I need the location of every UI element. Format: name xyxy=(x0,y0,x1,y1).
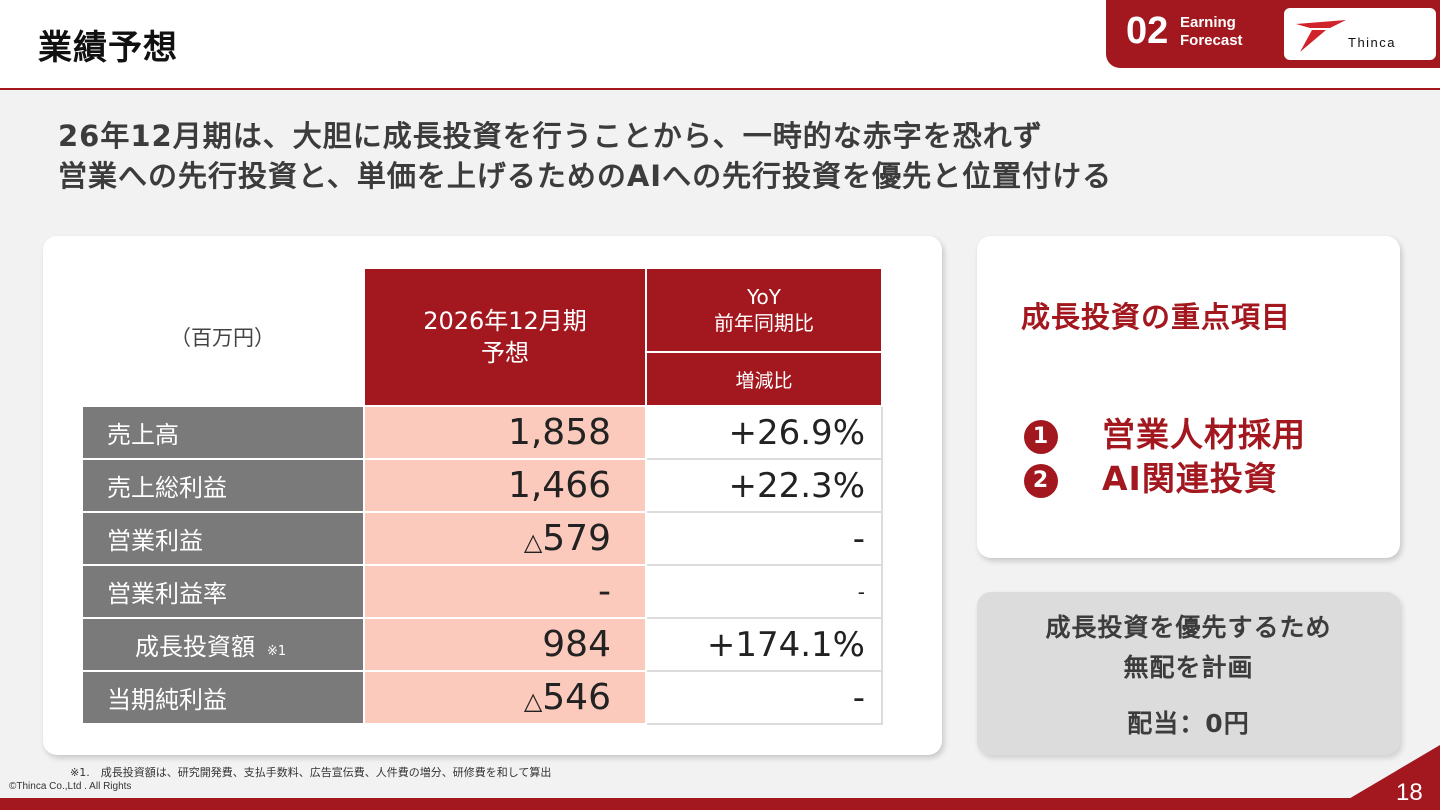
number-circle-icon: 2 xyxy=(1024,463,1058,498)
header-yoy-line2: 前年同期比 xyxy=(714,311,814,335)
value-number: 984 xyxy=(542,624,611,665)
footnote: ※1. 成長投資額は、研究開発費、支払手数料、広告宣伝費、人件費の増分、研修費を… xyxy=(70,766,552,779)
dividend-line2: 無配を計画 xyxy=(1123,653,1254,682)
header-forecast-line2: 予想 xyxy=(481,339,529,367)
headline-line2: 営業への先行投資と、単価を上げるためのAIへの先行投資を優先と位置付ける xyxy=(58,159,1113,193)
dividend-card xyxy=(977,592,1400,755)
logo-swoosh-icon xyxy=(1296,20,1346,52)
row-yoy: - xyxy=(645,670,883,725)
row-value: - xyxy=(363,564,647,619)
unit-label: （百万円） xyxy=(82,268,364,406)
focus-item-label: 営業人材採用 xyxy=(1102,415,1306,454)
value-number: 546 xyxy=(542,677,611,718)
value-number: 579 xyxy=(542,518,611,559)
dividend-line1: 成長投資を優先するため xyxy=(1045,613,1332,642)
copyright: ©Thinca Co.,Ltd . All Rights xyxy=(9,781,132,792)
header-forecast-line1: 2026年12月期 xyxy=(423,307,587,335)
row-value: △546 xyxy=(363,670,647,725)
table-row: 売上高 1,858 +26.9% xyxy=(81,405,883,460)
focus-title: 成長投資の重点項目 xyxy=(1021,300,1292,334)
row-value: △579 xyxy=(363,511,647,566)
focus-item: 1 営業人材採用 xyxy=(1024,408,1306,456)
row-label: 売上総利益 xyxy=(81,458,365,513)
row-label: 成長投資額 ※1 xyxy=(81,617,365,672)
headline-line1: 26年12月期は、大胆に成長投資を行うことから、一時的な赤字を恐れず xyxy=(58,119,1043,153)
footnote-marker: ※1 xyxy=(267,644,287,659)
header-yoy-sub: 増減比 xyxy=(645,351,883,407)
dividend-amount: 配当：0円 xyxy=(1127,709,1250,738)
value-number: - xyxy=(598,571,611,612)
table-row: 売上総利益 1,466 +22.3% xyxy=(81,458,883,513)
section-number: 02 xyxy=(1126,10,1169,52)
table-row: 営業利益率 - - xyxy=(81,564,883,619)
company-logo: Thinca xyxy=(1284,8,1436,60)
header-yoy: YoY 前年同期比 xyxy=(645,267,883,353)
row-label: 売上高 xyxy=(81,405,365,460)
table-row: 当期純利益 △546 - xyxy=(81,670,883,725)
row-yoy: +22.3% xyxy=(645,458,883,513)
section-name: Earning Forecast xyxy=(1180,14,1270,50)
table-row: 営業利益 △579 - xyxy=(81,511,883,566)
value-prefix: △ xyxy=(523,528,543,556)
focus-card xyxy=(977,236,1400,558)
table-row: 成長投資額 ※1 984 +174.1% xyxy=(81,617,883,672)
footer-bar xyxy=(0,798,1440,810)
forecast-table: （百万円） 2026年12月期 予想 YoY 前年同期比 増減比 売上高 1,8… xyxy=(81,267,883,725)
row-yoy: - xyxy=(645,511,883,566)
row-yoy: +174.1% xyxy=(645,617,883,672)
number-circle-icon: 1 xyxy=(1024,419,1058,454)
headline: 26年12月期は、大胆に成長投資を行うことから、一時的な赤字を恐れず 営業への先… xyxy=(58,116,1112,196)
row-yoy: +26.9% xyxy=(645,405,883,460)
value-prefix: △ xyxy=(523,687,543,715)
page-title: 業績予想 xyxy=(38,28,178,68)
row-label-text: 成長投資額 xyxy=(135,633,255,661)
section-name-line2: Forecast xyxy=(1180,32,1243,49)
slide-header: 業績予想 02 Earning Forecast Thinca xyxy=(0,0,1440,90)
page-number: 18 xyxy=(1396,779,1423,806)
row-label: 当期純利益 xyxy=(81,670,365,725)
focus-item: 2 AI関連投資 xyxy=(1024,452,1278,500)
row-label: 営業利益率 xyxy=(81,564,365,619)
row-value: 1,858 xyxy=(363,405,647,460)
logo-text: Thinca xyxy=(1348,35,1397,50)
row-value: 1,466 xyxy=(363,458,647,513)
row-yoy: - xyxy=(645,564,883,619)
value-number: 1,858 xyxy=(507,412,611,453)
value-number: 1,466 xyxy=(507,465,611,506)
section-name-line1: Earning xyxy=(1180,14,1236,31)
row-value: 984 xyxy=(363,617,647,672)
corner-decoration xyxy=(1330,745,1440,810)
row-label: 営業利益 xyxy=(81,511,365,566)
focus-item-label: AI関連投資 xyxy=(1102,459,1278,498)
section-tab: 02 Earning Forecast Thinca xyxy=(1106,0,1440,68)
header-forecast: 2026年12月期 予想 xyxy=(363,267,647,407)
header-yoy-line1: YoY xyxy=(746,285,781,309)
